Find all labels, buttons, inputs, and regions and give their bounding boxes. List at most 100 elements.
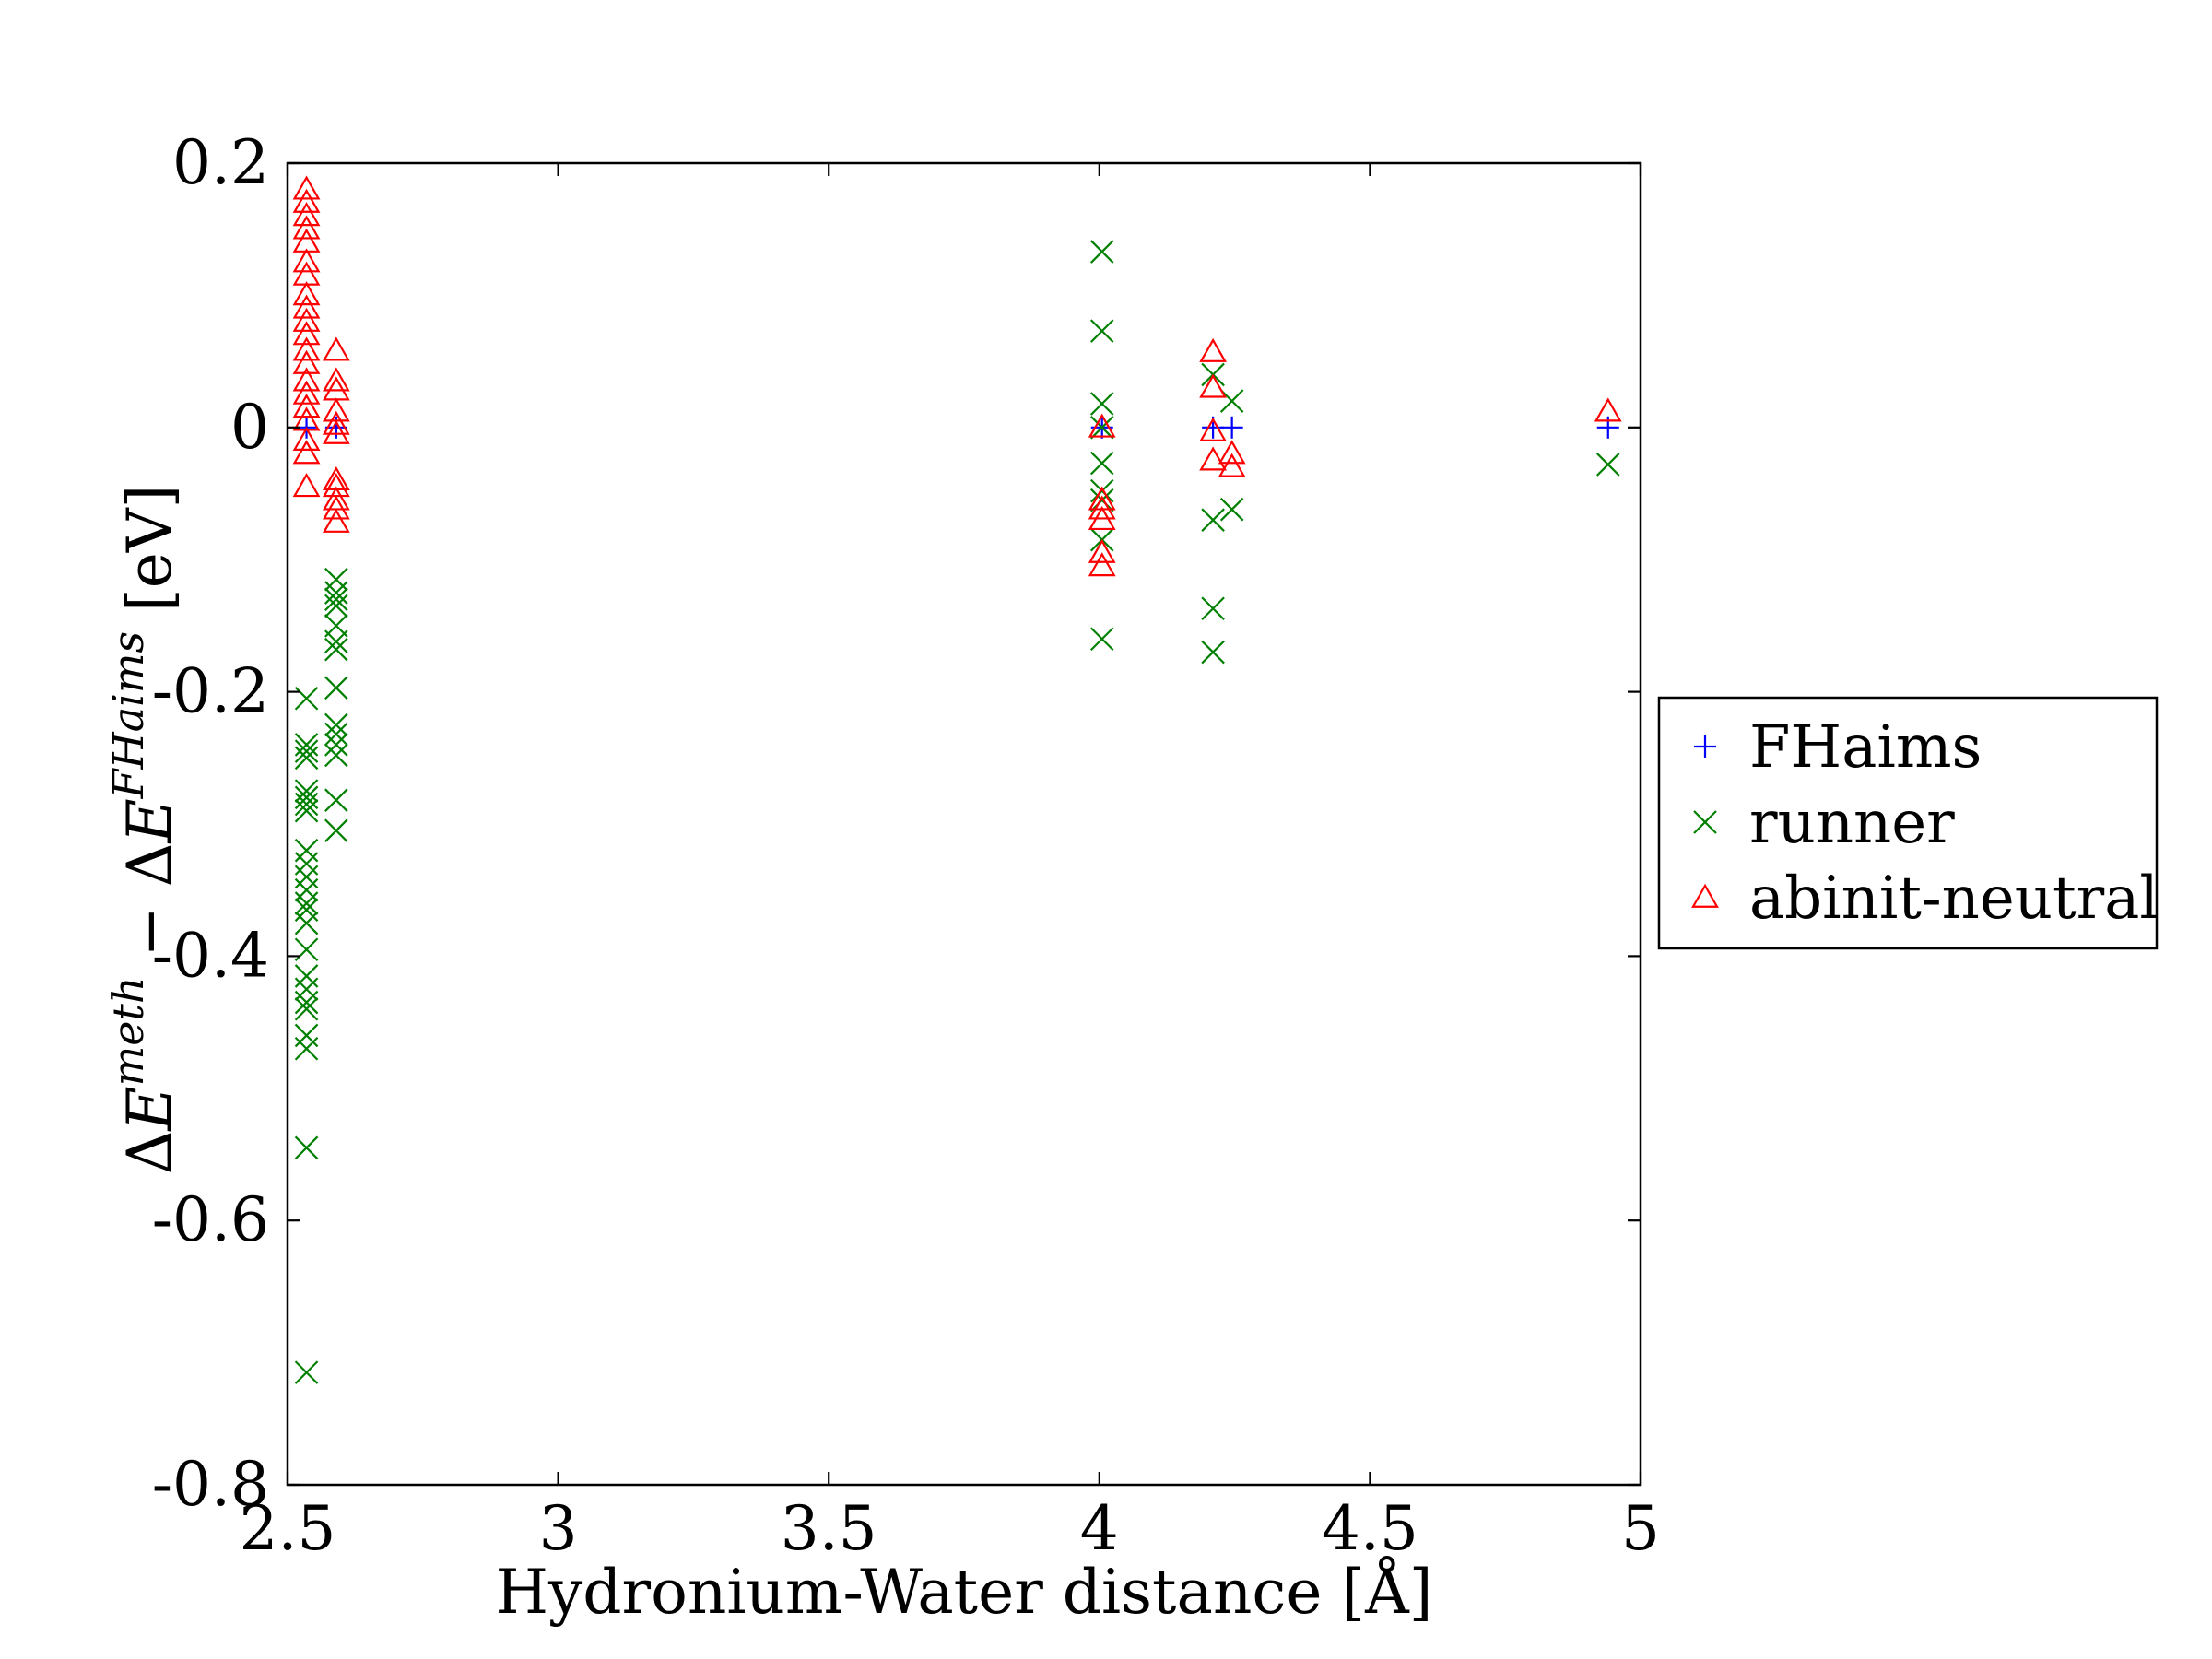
y-axis-label: ΔEmeth − ΔEFHaims [eV] bbox=[103, 485, 185, 1175]
point-triangle bbox=[1218, 440, 1246, 465]
point-x bbox=[294, 792, 319, 817]
data-points bbox=[292, 175, 1622, 1384]
point-triangle bbox=[1594, 397, 1622, 422]
point-x bbox=[294, 996, 319, 1021]
point-x bbox=[294, 891, 319, 915]
point-x bbox=[294, 838, 319, 863]
point-x bbox=[294, 852, 319, 876]
point-x bbox=[1089, 416, 1114, 440]
point-x bbox=[294, 990, 319, 1015]
point-x bbox=[324, 581, 348, 605]
point-x bbox=[324, 788, 348, 812]
point-triangle bbox=[1199, 417, 1228, 441]
point-triangle bbox=[292, 473, 321, 498]
point-x bbox=[324, 743, 348, 768]
point-triangle bbox=[322, 336, 350, 361]
point-x bbox=[294, 733, 319, 757]
point-triangle bbox=[322, 495, 350, 520]
y-tick-label: -0.2 bbox=[152, 656, 269, 727]
point-triangle bbox=[292, 367, 321, 392]
plot-area-frame bbox=[286, 161, 1642, 1487]
legend-label: abinit-neutral bbox=[1749, 865, 2159, 933]
x-tick-label: 2.5 bbox=[240, 1493, 336, 1564]
point-x bbox=[1089, 627, 1114, 652]
point-x bbox=[1089, 319, 1114, 343]
point-x bbox=[1219, 497, 1244, 522]
point-x bbox=[324, 722, 348, 747]
legend-box bbox=[1657, 696, 2159, 950]
point-triangle bbox=[292, 394, 321, 418]
point-x bbox=[294, 746, 319, 771]
point-triangle bbox=[1088, 495, 1116, 520]
y-tick-label: 0.2 bbox=[172, 127, 269, 198]
point-x bbox=[294, 785, 319, 810]
point-triangle bbox=[292, 336, 321, 361]
point-triangle bbox=[292, 440, 321, 465]
point-triangle bbox=[292, 215, 321, 240]
point-x bbox=[324, 567, 348, 592]
point-triangle bbox=[292, 281, 321, 306]
point-x bbox=[1089, 478, 1114, 503]
point-x bbox=[294, 1023, 319, 1048]
point-triangle bbox=[1218, 453, 1246, 477]
point-x bbox=[294, 911, 319, 935]
x-axis-ticks: 2.5 3 3.5 4 4.5 5 bbox=[240, 163, 1660, 1564]
legend-marker-plus bbox=[1694, 735, 1716, 758]
point-triangle bbox=[1199, 446, 1228, 471]
legend-marker-triangle bbox=[1691, 883, 1719, 908]
point-x bbox=[1201, 640, 1225, 665]
point-triangle bbox=[292, 307, 321, 332]
x-tick-label: 4 bbox=[1080, 1493, 1119, 1564]
point-triangle bbox=[292, 202, 321, 227]
point-triangle bbox=[1088, 538, 1116, 563]
point-x bbox=[324, 818, 348, 842]
point-triangle bbox=[292, 349, 321, 374]
point-x bbox=[294, 779, 319, 803]
point-x bbox=[294, 1360, 319, 1384]
point-x bbox=[324, 676, 348, 700]
point-triangle bbox=[1088, 413, 1116, 438]
point-x bbox=[294, 898, 319, 922]
point-x bbox=[294, 1037, 319, 1061]
point-triangle bbox=[292, 248, 321, 273]
legend-label: FHaims bbox=[1749, 713, 1982, 782]
point-x bbox=[1201, 596, 1225, 621]
legend: FHaims runner abinit-neutral bbox=[1657, 696, 2159, 950]
y-axis-ticks: 0.2 0 -0.2 -0.4 -0.6 -0.8 bbox=[152, 127, 1641, 1520]
point-x bbox=[294, 877, 319, 902]
point-triangle bbox=[1088, 552, 1116, 577]
point-x bbox=[294, 739, 319, 763]
point-x bbox=[1201, 508, 1225, 532]
point-x bbox=[324, 637, 348, 662]
point-triangle bbox=[322, 419, 350, 444]
x-tick-label: 3.5 bbox=[781, 1493, 877, 1564]
point-triangle bbox=[292, 380, 321, 405]
point-x bbox=[324, 733, 348, 757]
point-x bbox=[294, 1135, 319, 1160]
y-tick-label: -0.8 bbox=[152, 1449, 269, 1520]
point-triangle bbox=[292, 294, 321, 319]
x-axis-label: Hydronium-Water distance [Å] bbox=[495, 1557, 1432, 1628]
point-triangle bbox=[1199, 373, 1228, 398]
x-tick-label: 3 bbox=[539, 1493, 578, 1564]
y-tick-label: -0.6 bbox=[152, 1184, 269, 1255]
x-tick-label: 4.5 bbox=[1322, 1493, 1418, 1564]
point-x bbox=[294, 798, 319, 823]
point-x bbox=[1089, 240, 1114, 264]
point-x bbox=[324, 712, 348, 737]
point-triangle bbox=[1199, 337, 1228, 362]
point-x bbox=[1089, 488, 1114, 512]
point-x bbox=[1595, 453, 1620, 477]
point-x bbox=[324, 594, 348, 618]
point-x bbox=[294, 865, 319, 889]
point-triangle bbox=[322, 367, 350, 392]
x-tick-label: 5 bbox=[1621, 1493, 1660, 1564]
point-triangle bbox=[322, 508, 350, 533]
point-x bbox=[294, 964, 319, 988]
point-x bbox=[324, 629, 348, 653]
point-plus bbox=[1220, 416, 1243, 439]
y-tick-label: -0.4 bbox=[152, 920, 269, 991]
point-triangle bbox=[292, 175, 321, 200]
point-x bbox=[324, 587, 348, 611]
